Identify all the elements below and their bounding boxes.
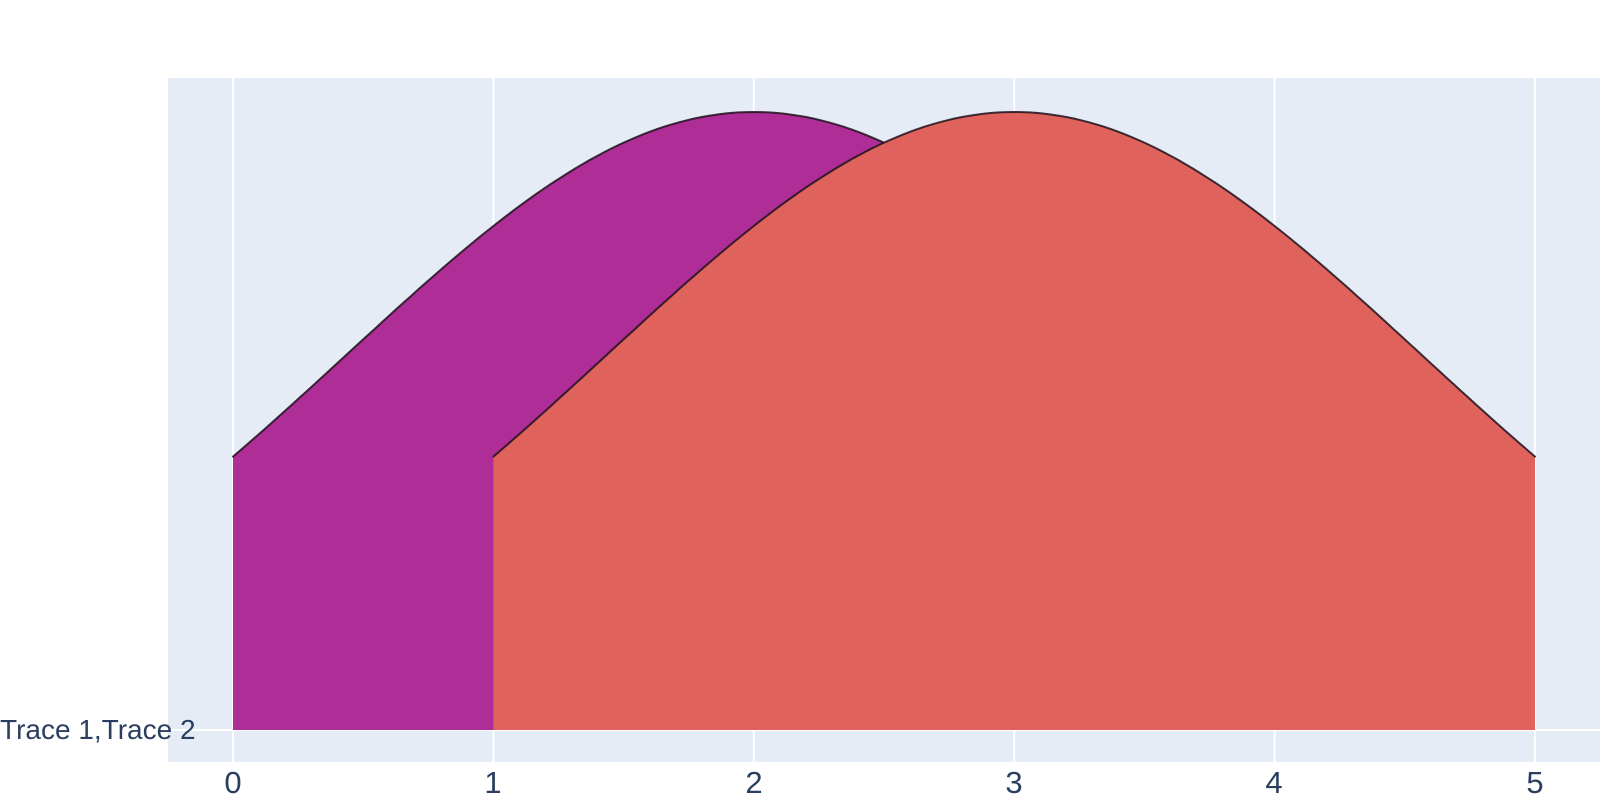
trace-2-outline [492,111,1536,458]
x-tick-label-2: 2 [745,765,763,800]
x-tick-label-4: 4 [1265,765,1283,800]
x-tick-label-1: 1 [484,765,502,800]
x-tick-label-0: 0 [224,765,242,800]
y-axis-category-label: Trace 1,Trace 2 [0,714,196,745]
x-tick-label-3: 3 [1005,765,1023,800]
x-tick-label-5: 5 [1526,765,1544,800]
trace-2-area[interactable] [493,112,1535,730]
